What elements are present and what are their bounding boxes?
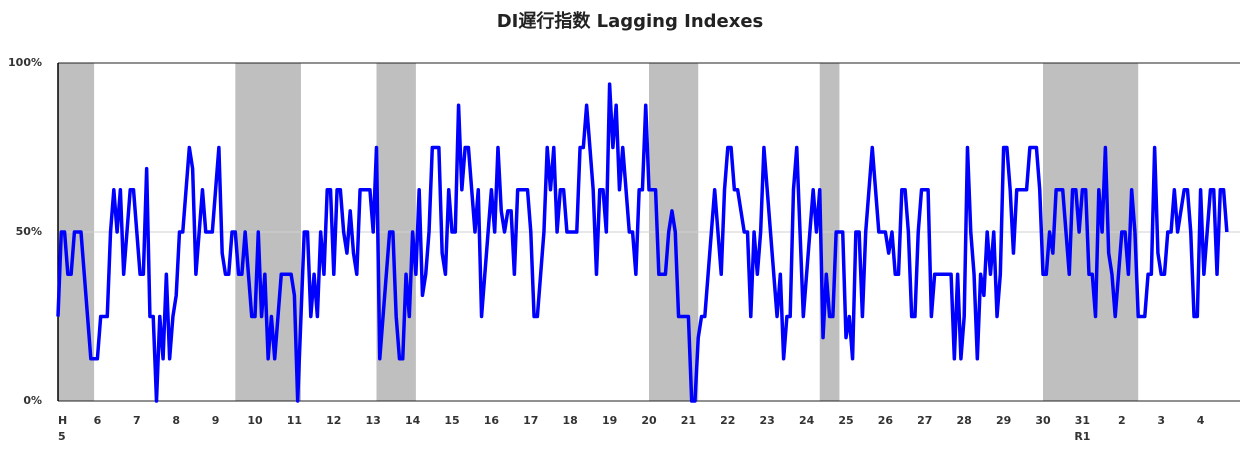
x-tick-label: 14 [405,414,421,427]
x-tick-label: 28 [957,414,972,427]
x-tick-label: 4 [1197,414,1205,427]
x-tick-label: 18 [563,414,578,427]
x-tick-label: 11 [287,414,302,427]
y-tick-label: 0% [23,394,42,407]
x-tick-label: 17 [523,414,538,427]
x-tick-label: 23 [760,414,775,427]
x-tick-label: 15 [444,414,459,427]
x-tick-label: 16 [484,414,500,427]
x-tick-label: 21 [681,414,696,427]
x-tick-label: 6 [94,414,102,427]
x-tick-label: 20 [641,414,657,427]
x-tick-label: 10 [247,414,263,427]
x-tick-label: 25 [838,414,853,427]
x-tick-sublabel: 5 [58,430,66,443]
x-tick-label: 27 [917,414,932,427]
x-tick-label: H [58,414,67,427]
y-tick-label: 50% [16,225,42,238]
x-tick-label: 22 [720,414,735,427]
x-tick-label: 2 [1118,414,1126,427]
x-tick-label: 12 [326,414,341,427]
x-tick-label: 30 [1035,414,1051,427]
x-tick-label: 26 [878,414,894,427]
x-tick-sublabel: R1 [1074,430,1090,443]
y-tick-label: 100% [8,56,42,69]
x-tick-label: 9 [212,414,220,427]
x-tick-label: 24 [799,414,815,427]
chart-title: DI遅行指数 Lagging Indexes [497,10,764,32]
x-tick-label: 13 [366,414,381,427]
x-tick-label: 8 [172,414,180,427]
x-tick-label: 3 [1157,414,1165,427]
x-tick-label: 19 [602,414,617,427]
data-line [56,82,1229,403]
x-tick-label: 29 [996,414,1011,427]
x-tick-label: 31 [1075,414,1090,427]
x-tick-label: 7 [133,414,141,427]
